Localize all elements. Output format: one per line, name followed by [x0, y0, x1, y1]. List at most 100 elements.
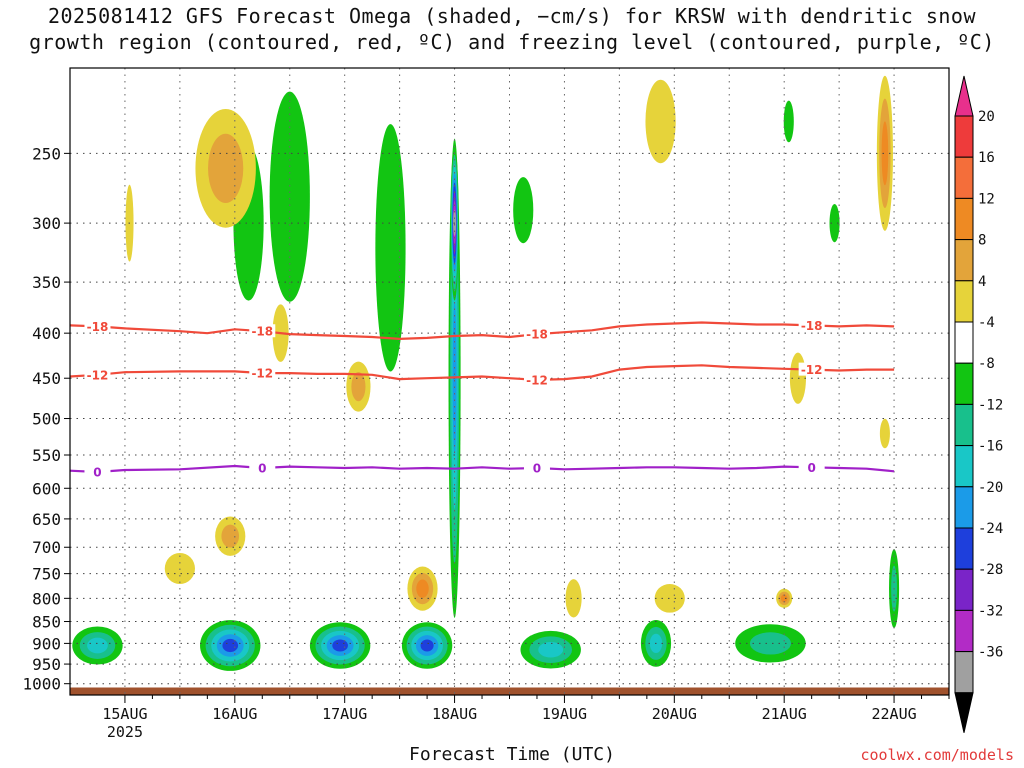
chart-title-line2: growth region (contoured, red, ºC) and f…: [29, 30, 995, 54]
colorbar-segment: [954, 156, 974, 199]
y-tick-label: 1000: [22, 675, 61, 694]
omega-cell: [87, 637, 108, 654]
colorbar-segment: [954, 568, 974, 611]
x-axis-label: Forecast Time (UTC): [409, 744, 615, 765]
contour-label-bg: [523, 460, 550, 474]
y-tick-label: 650: [32, 510, 61, 529]
x-tick-label: 20AUG: [652, 705, 697, 723]
colorbar-label: -32: [978, 603, 1003, 619]
x-tick-label: 22AUG: [871, 705, 916, 723]
contour-label: -18: [251, 325, 273, 339]
contour-label: 0: [93, 465, 101, 479]
colorbar-bottom-arrow: [954, 692, 974, 733]
colorbar-label: -8: [978, 356, 995, 372]
colorbar-label: -24: [978, 521, 1003, 537]
contour-label-bg: [249, 366, 276, 380]
y-tick-label: 800: [32, 589, 61, 608]
colorbar-segment: [954, 609, 974, 653]
colorbar-segment: [954, 280, 974, 323]
colorbar-label: 16: [978, 150, 995, 166]
omega-cell: [565, 579, 582, 618]
omega-cell: [221, 524, 240, 548]
colorbar-segment: [954, 445, 974, 488]
colorbar-label: 8: [978, 233, 986, 249]
colorbar-segment: [954, 321, 974, 364]
contour-label-bg: [798, 460, 825, 474]
y-tick-label: 250: [32, 144, 61, 163]
omega-cell: [375, 124, 406, 372]
contour-label-bg: [523, 327, 550, 341]
contour-label: -12: [87, 368, 109, 382]
colorbar-segment: [954, 197, 974, 241]
colorbar-segment: [954, 362, 974, 405]
omega-cell: [416, 579, 429, 598]
contour-label-bg: [249, 324, 276, 338]
credit-link[interactable]: coolwx.com/models: [860, 746, 1014, 764]
y-tick-label: 400: [32, 324, 61, 343]
colorbar-label: -12: [978, 397, 1003, 413]
pressure-axis: 250 300 350 400 450 500 550 600 650 700 750 800 850 9…: [22, 144, 70, 694]
contour-line: [70, 464, 895, 474]
y-tick-label: 700: [32, 538, 61, 557]
contour-label: -12: [526, 373, 548, 387]
colorbar-segment: [954, 527, 974, 570]
colorbar-segment: [954, 115, 974, 158]
omega-cell: [420, 639, 434, 652]
chart-title-line1: 2025081412 GFS Forecast Omega (shaded, −…: [47, 4, 977, 28]
omega-shading: [70, 75, 949, 695]
contour-label-bg: [523, 372, 550, 386]
omega-cell: [829, 203, 840, 243]
colorbar-segment: [954, 651, 974, 694]
y-tick-label: 750: [32, 565, 61, 584]
colorbar-label: -16: [978, 439, 1003, 455]
omega-cell: [654, 583, 685, 613]
x-tick-label: 15AUG: [102, 705, 147, 723]
y-tick-label: 350: [32, 273, 61, 292]
colorbar-label: -36: [978, 645, 1003, 661]
colorbar-label: -20: [978, 480, 1003, 496]
x-tick-label: 18AUG: [432, 705, 477, 723]
y-tick-label: 900: [32, 634, 61, 653]
contour-label-bg: [84, 367, 111, 381]
contour-label: 0: [258, 461, 266, 475]
contour-label-bg: [249, 460, 276, 474]
omega-cell: [783, 100, 794, 143]
x-tick-label: 19AUG: [542, 705, 587, 723]
colorbar-top-arrow: [954, 75, 974, 117]
y-tick-label: 450: [32, 369, 61, 388]
omega-cell: [513, 177, 534, 244]
omega-cell: [645, 79, 676, 164]
x-tick-label: 21AUG: [762, 705, 807, 723]
y-tick-label: 300: [32, 214, 61, 233]
omega-cell: [780, 594, 788, 603]
ground-fill: [70, 687, 949, 695]
omega-cell: [351, 372, 366, 402]
colorbar-label: 12: [978, 191, 995, 207]
colorbar-segment: [954, 486, 974, 529]
contour-label-bg: [84, 464, 111, 478]
colorbar-label: -4: [978, 315, 995, 331]
y-tick-label: 600: [32, 479, 61, 498]
omega-cell: [222, 638, 239, 653]
y-tick-label: 550: [32, 446, 61, 465]
omega-cell: [881, 121, 889, 186]
contour-line: [70, 364, 895, 382]
contour-label: 0: [533, 461, 541, 475]
colorbar-label: 4: [978, 274, 986, 290]
omega-cell: [332, 639, 348, 652]
colorbar-segment: [954, 239, 974, 282]
colorbar: 20 16 12 8 4 -4 -8 -12 -16 -20 -24 -28 -32 -36: [954, 75, 1003, 733]
y-tick-label: 850: [32, 613, 61, 632]
y-tick-label: 500: [32, 410, 61, 429]
x-tick-label: 16AUG: [212, 705, 257, 723]
contour-label: -18: [801, 319, 823, 333]
contour-label: -12: [251, 367, 273, 381]
colorbar-label: -28: [978, 562, 1003, 578]
contour-label: -18: [87, 320, 109, 334]
omega-cell: [879, 418, 890, 449]
y-tick-label: 950: [32, 655, 61, 674]
contour-label: -18: [526, 328, 548, 342]
temperature-contours: -18 -18 -18 -18 -12 -12 -12 -12 0 0 0 0: [70, 318, 895, 479]
